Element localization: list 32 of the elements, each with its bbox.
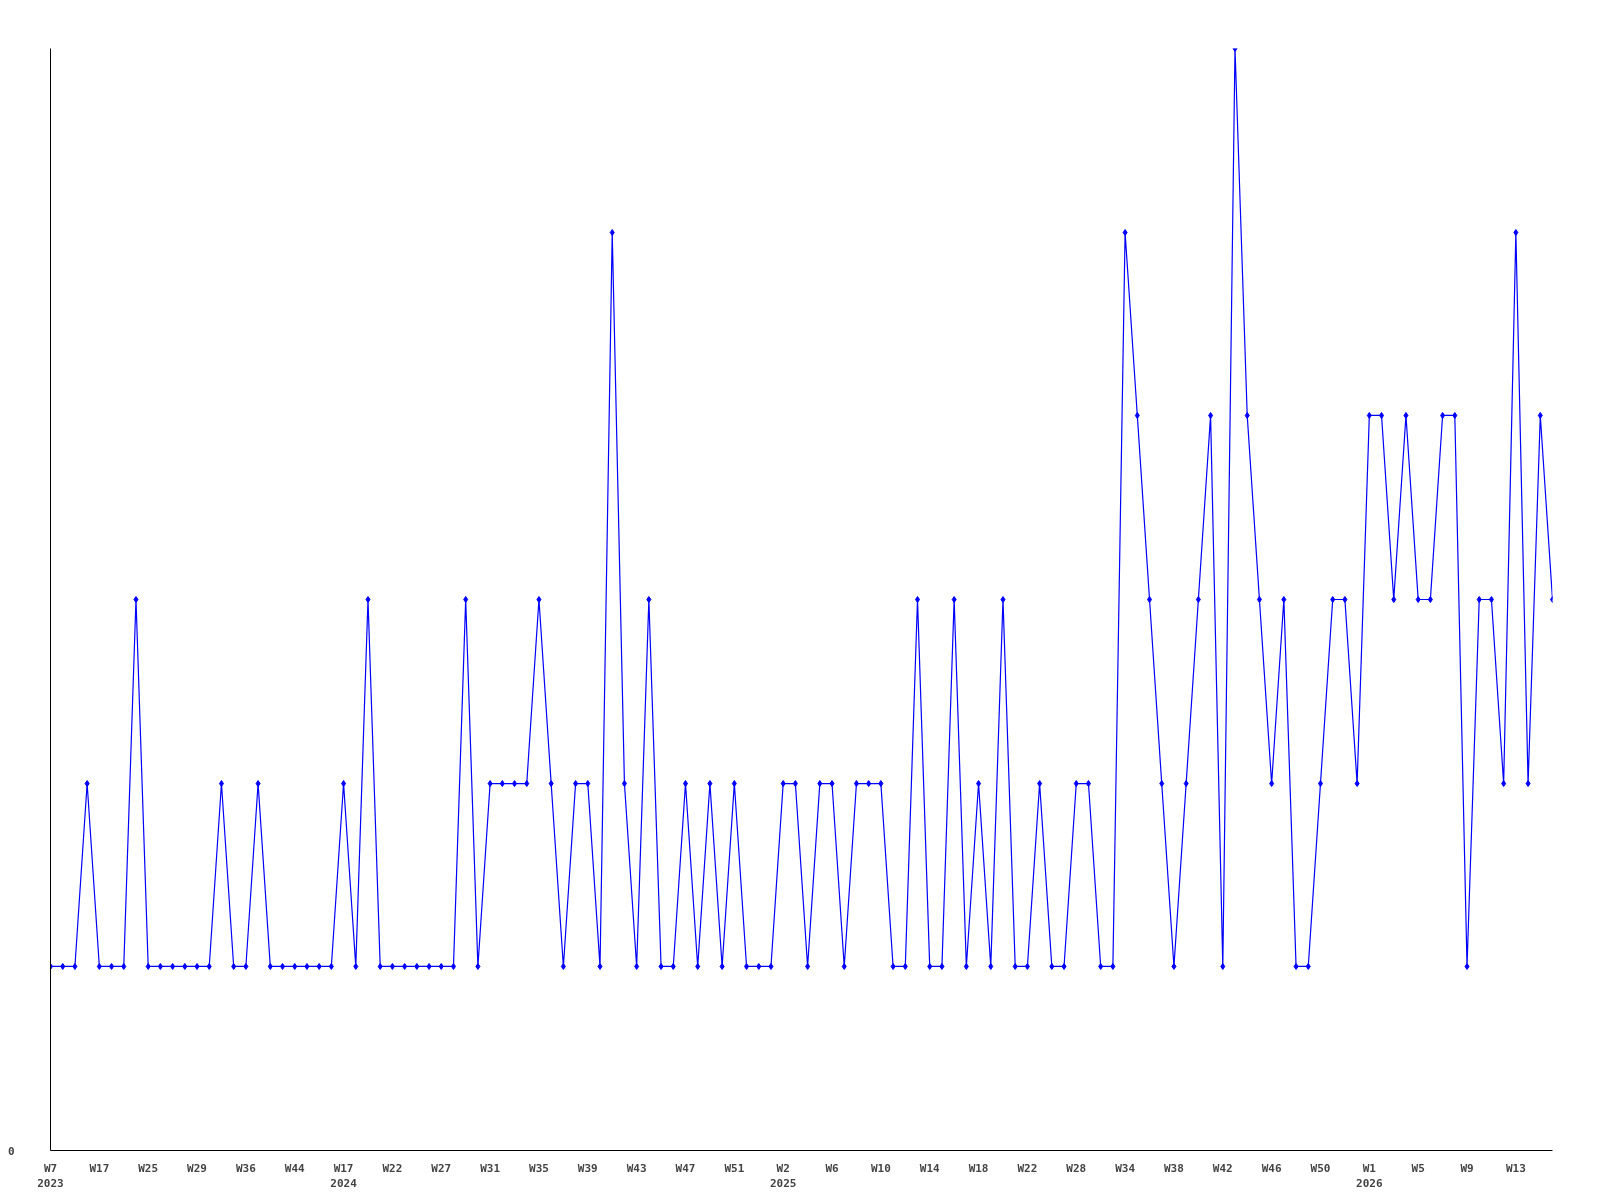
x-tick-label: W29 bbox=[187, 1161, 207, 1175]
x-tick-label: W43 bbox=[626, 1161, 647, 1175]
x-tick-label: W5 bbox=[1411, 1161, 1425, 1175]
x-tick-label: W42 bbox=[1212, 1161, 1233, 1175]
x-tick-label: W17 bbox=[89, 1161, 110, 1175]
x-tick-label: W51 bbox=[724, 1161, 745, 1175]
x-tick-label: W6 bbox=[825, 1161, 840, 1175]
x-tick-label: W50 bbox=[1310, 1161, 1331, 1175]
x-tick-label: W18 bbox=[968, 1161, 989, 1175]
x-tick-label: W22 bbox=[1017, 1161, 1038, 1175]
x-tick-label: W7 2023 bbox=[37, 1161, 64, 1191]
x-tick-label: W47 bbox=[675, 1161, 696, 1175]
x-tick-label: W34 bbox=[1115, 1161, 1136, 1175]
x-tick-label: W25 bbox=[138, 1161, 159, 1175]
x-tick-label: W44 bbox=[284, 1161, 306, 1175]
x-tick-label: W1 2026 bbox=[1356, 1161, 1383, 1191]
x-tick-label: W27 bbox=[431, 1161, 452, 1175]
x-tick-label: W28 bbox=[1066, 1161, 1087, 1175]
x-tick-label: W22 bbox=[382, 1161, 403, 1175]
x-tick-label: W35 bbox=[529, 1161, 549, 1175]
x-tick-label: W39 bbox=[577, 1161, 598, 1175]
x-tick-label: W31 bbox=[480, 1161, 501, 1175]
text: 0 bbox=[7, 1144, 15, 1158]
x-tick-label: W46 bbox=[1261, 1161, 1282, 1175]
x-tick-label: W9 bbox=[1460, 1161, 1474, 1175]
x-tick-label: W13 bbox=[1505, 1161, 1526, 1175]
x-tick-label: W36 bbox=[235, 1161, 257, 1175]
x-tick-label: W17 2024 bbox=[330, 1161, 358, 1191]
x-tick-label: W14 bbox=[919, 1161, 941, 1175]
x-tick-label: W38 bbox=[1164, 1161, 1184, 1175]
x-tick-label: W2 2025 bbox=[769, 1161, 797, 1191]
x-tick-label: W10 bbox=[870, 1161, 891, 1175]
